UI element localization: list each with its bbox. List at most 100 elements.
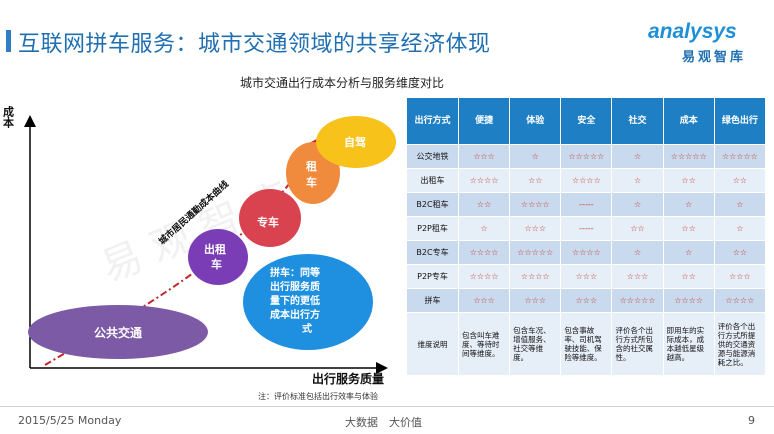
carpool-label-line4: 成本出行方 [270,308,320,321]
rating-cell: ☆☆☆ [611,264,664,289]
rating-cell: ☆☆ [662,216,715,241]
rating-cell: ☆ [611,168,664,193]
row-label: B2C专车 [406,240,459,265]
footer-slogan: 大数据 大价值 [345,416,422,429]
rating-cell: ☆☆☆☆☆ [662,144,715,169]
table-row: B2C租车 ☆☆ ☆☆☆☆ ----- ☆ ☆ ☆ [406,192,767,217]
table-row: 拼车 ☆☆☆ ☆☆☆ ☆☆☆ ☆☆☆☆☆ ☆☆☆☆ ☆☆☆☆ [406,288,767,313]
rating-cell: ☆☆ [509,168,562,193]
header-cost: 成本 [662,97,715,145]
row-label: 维度说明 [406,312,459,376]
description-cell: 即用车的实际成本，成本越低星级越高。 [662,312,715,376]
header-convenience: 便捷 [457,97,511,145]
table-row-description: 维度说明 包含叫车难度、等待时间等维度。 包含车况、增值服务、社交等维度。 包含… [406,312,767,376]
cost-quality-chart: 成本 出行服务质量 城市居民通勤成本曲线 公共交通 出租 车 专车 租 车 自驾… [2,105,396,386]
chart-subtitle: 城市交通出行成本分析与服务维度对比 [240,76,445,90]
description-cell: 包含事故率、司机驾驶技能、保险等维度。 [560,312,613,376]
rating-cell: ☆☆☆☆ [560,240,613,265]
rating-cell: ☆☆☆ [457,144,511,169]
table-row: 公交地铁 ☆☆☆ ☆ ☆☆☆☆☆ ☆ ☆☆☆☆☆ ☆☆☆☆☆ [406,144,767,169]
table-row: P2P租车 ☆ ☆☆☆ ----- ☆☆ ☆☆ ☆ [406,216,767,241]
service-comparison-table: 出行方式 便捷 体验 安全 社交 成本 绿色出行 公交地铁 ☆☆☆ ☆ ☆☆☆☆… [406,97,767,376]
rating-cell: ☆☆☆ [509,216,562,241]
rating-cell: ☆☆ [713,168,767,193]
rating-cell: ☆ [662,192,715,217]
taxi-bubble [188,229,248,285]
rating-cell: ☆ [611,192,664,217]
table-row: P2P专车 ☆☆☆☆ ☆☆☆☆ ☆☆☆ ☆☆☆ ☆☆ ☆☆☆ [406,264,767,289]
rating-cell: ☆☆ [713,240,767,265]
rating-cell: ☆☆☆ [713,264,767,289]
rating-cell: ☆ [713,216,767,241]
table-header-row: 出行方式 便捷 体验 安全 社交 成本 绿色出行 [406,97,767,145]
table-row: 出租车 ☆☆☆☆ ☆☆ ☆☆☆☆ ☆ ☆☆ ☆☆ [406,168,767,193]
rating-cell: ☆☆☆ [509,288,562,313]
analysys-logo: analysys 易观智库 [638,20,758,66]
commute-cost-curve [44,134,325,366]
rating-cell: ☆☆☆☆ [509,192,562,217]
premium-car-bubble [239,189,301,247]
rating-cell: ☆☆☆☆ [560,168,613,193]
page-title: 互联网拼车服务：城市交通领域的共享经济体现 [18,32,491,57]
rating-cell: ☆☆☆☆ [713,288,767,313]
footer-divider [0,406,774,407]
x-axis-label: 出行服务质量 [312,371,384,386]
rating-cell: ☆ [611,144,664,169]
self-drive-label: 自驾 [344,135,366,149]
rating-cell: ☆☆☆☆☆ [611,288,664,313]
description-cell: 包含车况、增值服务、社交等维度。 [509,312,562,376]
rental-label-line1: 租 [306,160,317,173]
carpool-label-line1: 拼车：同等 [270,266,320,279]
rating-cell: ☆ [457,216,511,241]
rating-cell: ☆☆☆☆ [457,168,511,193]
header-experience: 体验 [509,97,562,145]
header-social: 社交 [611,97,664,145]
rating-cell: ☆☆ [457,192,511,217]
title-accent-bar [6,30,11,52]
footer-date: 2015/5/25 Monday [18,414,122,427]
carpool-label-line3: 量下的更低 [270,294,320,307]
rating-cell: ☆☆☆☆☆ [560,144,613,169]
rating-cell: ☆☆☆☆ [662,288,715,313]
description-cell: 评价各个出行方式所提供的交通资源与能源消耗之比。 [713,312,767,376]
rating-cell: ----- [560,216,613,241]
row-label: 拼车 [406,288,459,313]
rating-cell: ☆ [509,144,562,169]
rating-cell: ☆☆☆☆ [457,264,511,289]
rating-cell: ☆☆☆ [560,264,613,289]
header-safety: 安全 [560,97,613,145]
rating-cell: ☆☆☆☆ [457,240,511,265]
premium-car-label: 专车 [257,215,279,229]
rating-cell: ☆☆☆ [560,288,613,313]
row-label: 出租车 [406,168,459,193]
rating-cell: ----- [560,192,613,217]
row-label: P2P专车 [406,264,459,289]
rating-cell: ☆ [662,240,715,265]
taxi-label-line1: 出租 [204,242,226,256]
description-cell: 评价各个出行方式所包含的社交属性。 [611,312,664,376]
row-label: 公交地铁 [406,144,459,169]
description-cell: 包含叫车难度、等待时间等维度。 [457,312,511,376]
rating-cell: ☆☆ [611,216,664,241]
logo-subtext: 易观智库 [682,50,747,65]
taxi-label-line2: 车 [211,257,222,271]
chart-note: 注：评价标准包括出行效率与体验 [258,392,378,401]
y-axis-label: 成本 [2,105,15,129]
public-transit-bubble [28,305,208,359]
rental-label-line2: 车 [306,175,317,189]
rating-cell: ☆☆ [662,168,715,193]
self-drive-bubble [316,116,396,168]
carpool-bubble [243,254,373,350]
row-label: P2P租车 [406,216,459,241]
rating-cell: ☆ [713,192,767,217]
rating-cell: ☆☆☆☆☆ [713,144,767,169]
header-mode: 出行方式 [406,97,459,145]
carpool-label-line2: 出行服务质 [270,280,320,293]
public-transit-label: 公共交通 [94,325,142,340]
table-row: B2C专车 ☆☆☆☆ ☆☆☆☆☆ ☆☆☆☆ ☆ ☆ ☆☆ [406,240,767,265]
rating-cell: ☆☆ [662,264,715,289]
rating-cell: ☆☆☆ [457,288,511,313]
rating-cell: ☆☆☆☆☆ [509,240,562,265]
page-number: 9 [748,414,755,427]
